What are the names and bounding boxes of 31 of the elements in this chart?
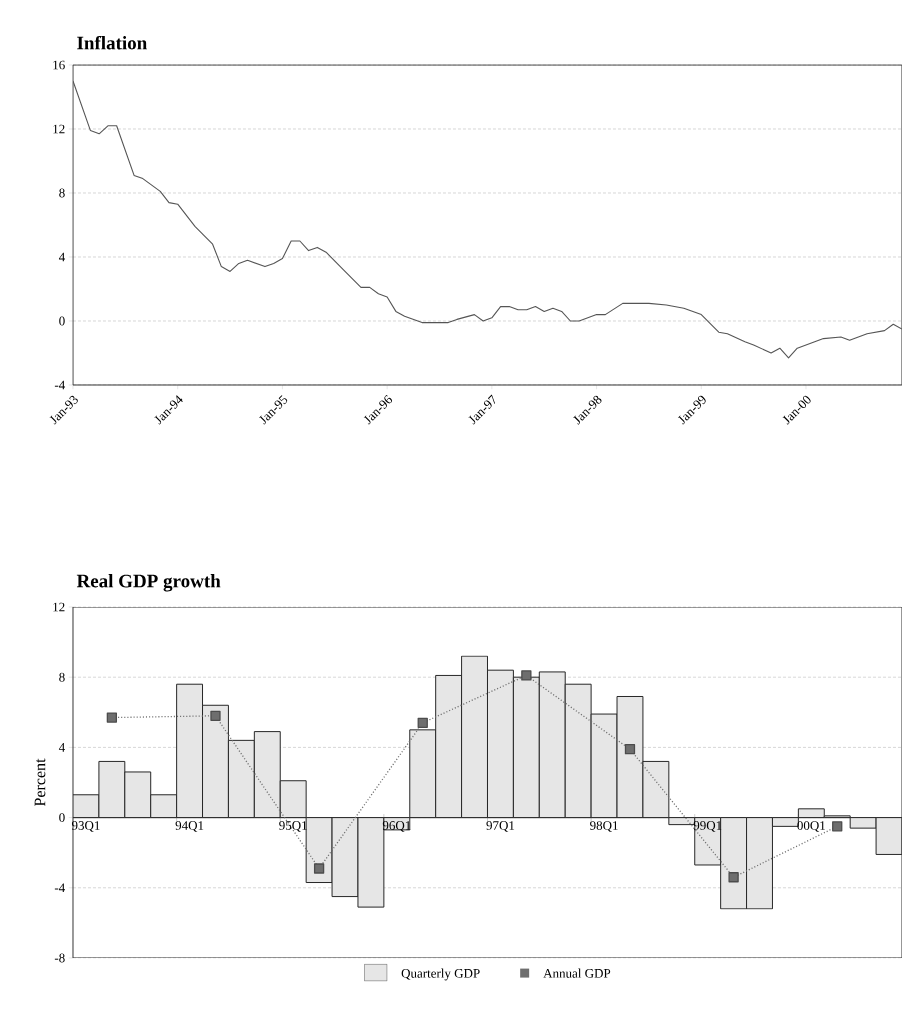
y-tick-label: -4 bbox=[54, 380, 66, 390]
line-series bbox=[73, 80, 902, 359]
x-tick-label: 94Q1 bbox=[175, 821, 204, 832]
point bbox=[521, 670, 532, 681]
y-tick-label: 8 bbox=[59, 672, 65, 682]
y-tick-label: 16 bbox=[53, 60, 65, 70]
chart-title: Inflation bbox=[77, 35, 147, 50]
point bbox=[728, 872, 739, 883]
point bbox=[210, 710, 221, 721]
legend-label: Annual GDP bbox=[543, 968, 611, 978]
y-tick-label: -4 bbox=[54, 883, 65, 893]
point bbox=[313, 863, 325, 874]
x-tick-label: 98Q1 bbox=[590, 821, 618, 832]
y-tick-label: 4 bbox=[58, 743, 65, 752]
y-tick-label: -8 bbox=[54, 953, 65, 963]
y-tick-label: 0 bbox=[59, 813, 65, 822]
point bbox=[417, 717, 428, 728]
legend-label: Quarterly GDP bbox=[401, 968, 480, 981]
y-axis-title: Percent bbox=[34, 758, 46, 807]
point bbox=[832, 821, 843, 832]
x-tick-label: 93Q1 bbox=[71, 821, 100, 832]
y-tick-label: 12 bbox=[53, 124, 65, 134]
y-tick-label: 12 bbox=[53, 602, 65, 612]
y-tick-label: 0 bbox=[59, 316, 65, 326]
x-tick-label: 00Q1 bbox=[797, 821, 825, 832]
x-tick-label: 97Q1 bbox=[486, 821, 515, 832]
point bbox=[106, 712, 118, 723]
y-tick-label: 4 bbox=[58, 252, 66, 262]
chart-title: Real GDP growth bbox=[76, 574, 221, 592]
y-tick-label: 8 bbox=[59, 188, 65, 198]
point bbox=[624, 744, 636, 755]
